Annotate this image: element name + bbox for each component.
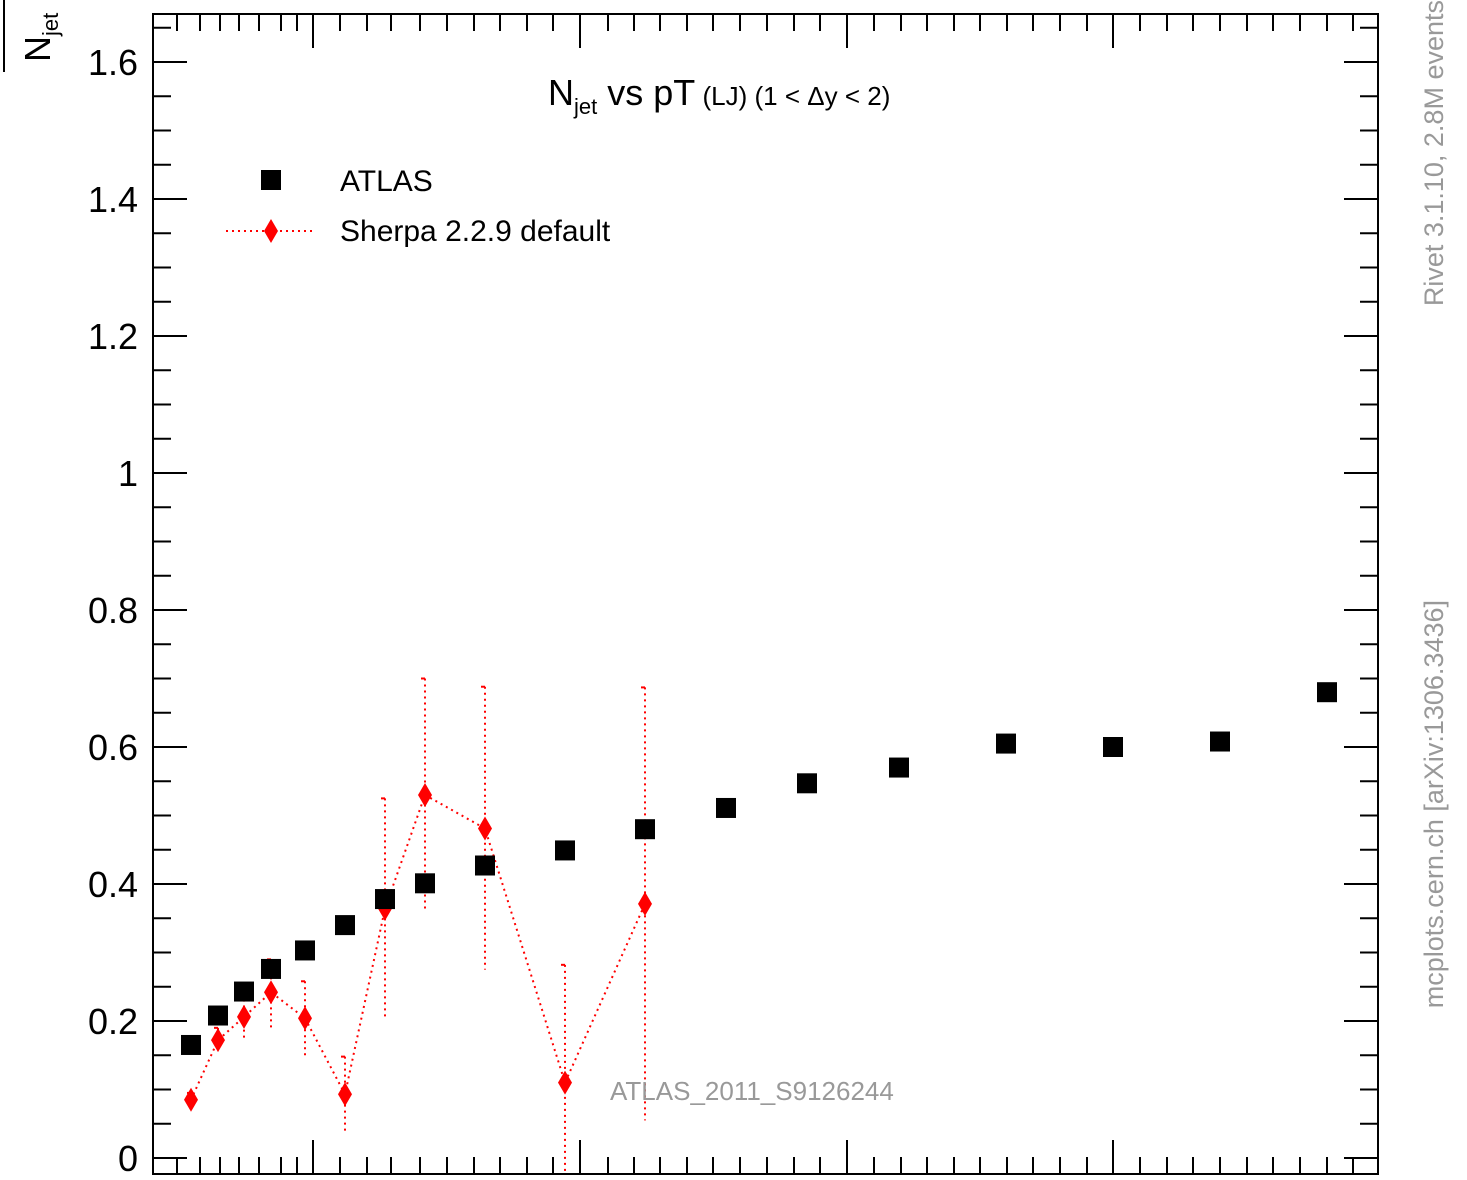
title-rest: vs pT bbox=[597, 72, 695, 113]
y-axis: 0 0.2 0.4 0.6 0.8 1 1.2 1.4 1.6 bbox=[88, 26, 1378, 1179]
series-atlas bbox=[181, 682, 1337, 1055]
atlas-point bbox=[295, 940, 315, 961]
y-axis-label: Njet bbox=[3, 0, 63, 72]
y-tick-label: 0.6 bbox=[88, 727, 138, 768]
plot-frame bbox=[152, 13, 1379, 1175]
sherpa-point bbox=[264, 980, 278, 1005]
sherpa-point bbox=[237, 1004, 251, 1029]
atlas-point bbox=[415, 873, 435, 894]
sherpa-point bbox=[184, 1087, 198, 1112]
atlas-point bbox=[635, 819, 655, 840]
sherpa-point bbox=[478, 816, 492, 841]
sherpa-line bbox=[190, 793, 646, 1101]
sherpa-point bbox=[338, 1082, 352, 1107]
title-small: (LJ) bbox=[695, 81, 747, 111]
y-tick-label: 0 bbox=[118, 1138, 138, 1179]
side-text-bottom: mcplots.cern.ch [arXiv:1306.3436] bbox=[1419, 600, 1449, 1008]
series-sherpa bbox=[184, 677, 652, 1174]
legend-sherpa-marker bbox=[264, 219, 278, 243]
y-tick-label: 0.4 bbox=[88, 864, 138, 905]
sherpa-point bbox=[558, 1070, 572, 1095]
atlas-point bbox=[1317, 682, 1337, 703]
y-tick-label: 0.8 bbox=[88, 590, 138, 631]
y-label-main: N bbox=[17, 36, 58, 62]
y-label-sub: jet bbox=[38, 13, 63, 37]
legend: ATLAS Sherpa 2.2.9 default bbox=[226, 165, 611, 248]
legend-atlas-marker bbox=[261, 170, 281, 190]
sherpa-point bbox=[638, 891, 652, 916]
atlas-point bbox=[555, 840, 575, 861]
y-tick-label: 1.4 bbox=[88, 179, 138, 220]
x-axis bbox=[176, 14, 1354, 1174]
atlas-point bbox=[375, 889, 395, 910]
atlas-point bbox=[889, 757, 909, 778]
atlas-point bbox=[1103, 737, 1123, 757]
chart-title: Njet vs pT (LJ) (1 < Δy < 2) bbox=[548, 72, 890, 119]
atlas-point bbox=[996, 733, 1016, 754]
watermark: ATLAS_2011_S9126244 bbox=[610, 1076, 894, 1106]
atlas-point bbox=[261, 958, 281, 979]
y-tick-label: 1.2 bbox=[88, 316, 138, 357]
sherpa-point bbox=[418, 782, 432, 807]
side-text-top: Rivet 3.1.10, 2.8M events bbox=[1419, 0, 1449, 306]
y-tick-label: 1 bbox=[118, 453, 138, 494]
atlas-point bbox=[234, 981, 254, 1002]
atlas-point bbox=[335, 915, 355, 936]
y-tick-label: 1.6 bbox=[88, 42, 138, 83]
atlas-point bbox=[1210, 731, 1230, 752]
title-sub: jet bbox=[573, 94, 597, 119]
atlas-point bbox=[475, 855, 495, 876]
legend-atlas-label: ATLAS bbox=[340, 165, 433, 198]
y-tick-label: 0.2 bbox=[88, 1001, 138, 1042]
title-main: N bbox=[548, 72, 574, 113]
legend-sherpa-label: Sherpa 2.2.9 default bbox=[340, 215, 611, 248]
atlas-point bbox=[181, 1034, 201, 1055]
atlas-point bbox=[797, 773, 817, 794]
title-range: (1 < Δy < 2) bbox=[747, 81, 890, 111]
svg-text:Njet: Njet bbox=[17, 13, 63, 62]
sherpa-point bbox=[211, 1028, 225, 1053]
atlas-point bbox=[208, 1005, 228, 1026]
sherpa-point bbox=[298, 1006, 312, 1031]
atlas-point bbox=[716, 797, 736, 818]
